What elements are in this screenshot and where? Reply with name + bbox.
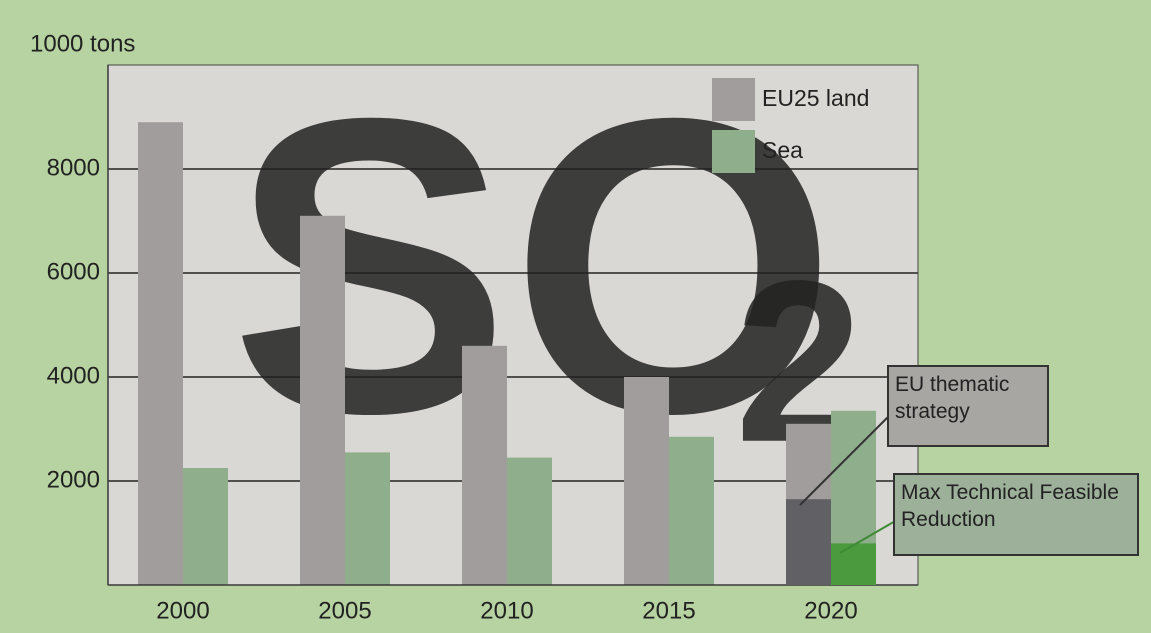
bar: [300, 215, 345, 586]
x-tick-label: 2000: [156, 597, 209, 624]
bar: [138, 122, 183, 585]
reduction-bar: [831, 543, 876, 585]
x-tick-label: 2005: [318, 597, 371, 624]
y-tick-label: 2000: [47, 466, 100, 493]
bar: [507, 457, 552, 585]
legend-label: Sea: [762, 137, 803, 163]
annotation-connector: [799, 414, 891, 506]
x-tick-label: 2010: [480, 597, 533, 624]
x-tick-label: 2015: [642, 597, 695, 624]
bar: [345, 452, 390, 585]
y-axis-label: 1000 tons: [30, 30, 135, 57]
legend-swatch: [712, 130, 755, 173]
annotation: Max Technical Feasible Reduction: [893, 473, 1139, 556]
legend-label: EU25 land: [762, 85, 869, 111]
y-tick-label: 6000: [47, 258, 100, 285]
x-tick-label: 2020: [804, 597, 857, 624]
annotation: EU thematic strategy: [887, 365, 1049, 447]
y-tick-label: 8000: [47, 154, 100, 181]
y-tick-label: 4000: [47, 362, 100, 389]
legend-swatch: [712, 78, 755, 121]
plot-border: [107, 64, 919, 586]
bar: [462, 345, 507, 585]
bar: [624, 377, 669, 585]
bar: [669, 436, 714, 585]
reduction-bar: [786, 499, 831, 585]
bar: [183, 468, 228, 585]
annotation-connector: [839, 519, 898, 554]
